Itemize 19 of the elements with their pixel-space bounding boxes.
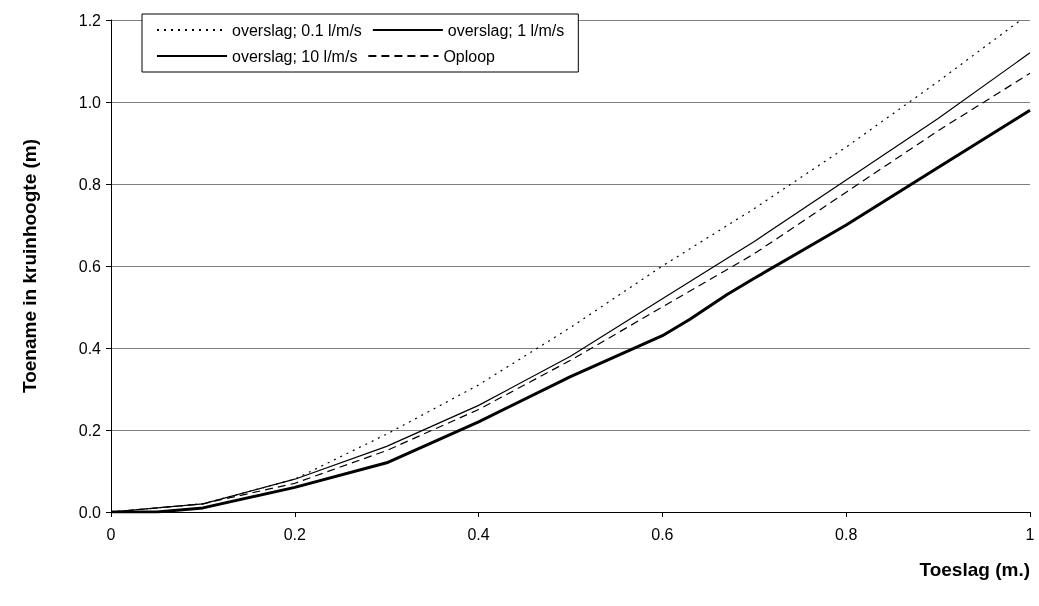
x-tick-label: 0.6 — [651, 525, 674, 543]
x-tick-label: 0.2 — [283, 525, 307, 543]
y-axis-title: Toename in kruinhoogte (m) — [19, 138, 40, 394]
x-tick-label: 0.4 — [467, 525, 490, 543]
y-tick-label: 0.6 — [78, 257, 102, 275]
y-tick-label: 1.2 — [78, 11, 102, 29]
legend-label: overslag; 1 l/m/s — [447, 21, 565, 39]
x-axis-title: Toeslag (m.) — [919, 559, 1030, 580]
y-tick-label: 0.8 — [78, 175, 102, 193]
x-tick-label: 0 — [106, 525, 116, 543]
y-tick-label: 0.4 — [78, 339, 102, 357]
y-tick-label: 0.0 — [78, 503, 102, 521]
x-tick-label: 0.8 — [835, 525, 858, 543]
legend-label: Oploop — [443, 47, 496, 65]
legend-label: overslag; 0.1 l/m/s — [232, 21, 362, 39]
legend-label: overslag; 10 l/m/s — [232, 47, 358, 65]
x-tick-label: 1 — [1025, 525, 1035, 543]
y-tick-label: 1.0 — [78, 93, 102, 111]
y-tick-label: 0.2 — [78, 421, 102, 439]
